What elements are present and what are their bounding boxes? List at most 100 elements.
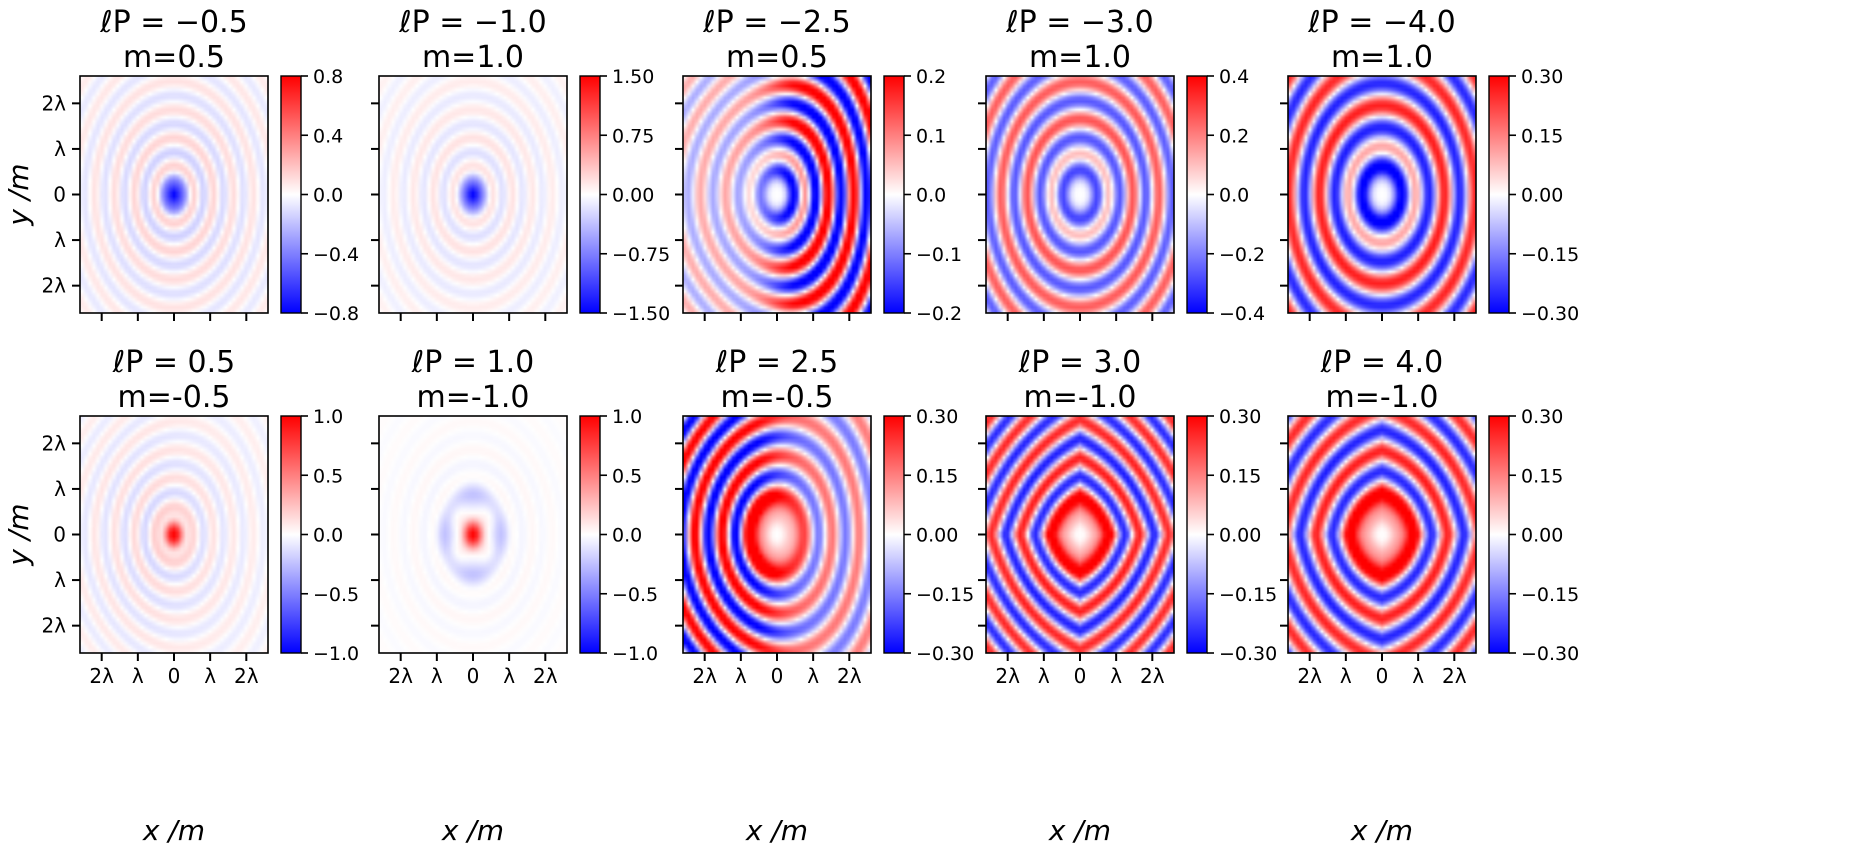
x-tick-label: 2λ bbox=[1297, 664, 1322, 688]
subplot-2: ℓP = −1.0m=1.0 1.50 0.75 0.00 −0.75 −1.50 bbox=[378, 5, 670, 325]
colorbar bbox=[280, 415, 302, 654]
colorbar-tick-label: −1.0 bbox=[612, 643, 658, 665]
colorbar bbox=[883, 75, 905, 314]
y-tick-label: λ bbox=[54, 568, 66, 592]
colorbar-tick-label: −0.15 bbox=[1521, 244, 1579, 266]
y-axis-label: y /m bbox=[2, 163, 35, 226]
colorbar-tick-label: 0.30 bbox=[916, 406, 958, 428]
x-axis-label: x /m bbox=[1048, 814, 1111, 847]
colorbar-tick-label: 0.4 bbox=[313, 125, 343, 147]
subplot-5: ℓP = −4.0m=1.0 0.30 0.15 0.00 −0.15 −0.30 bbox=[1287, 5, 1579, 325]
colorbar-tick-label: 1.0 bbox=[612, 406, 642, 428]
x-tick-label: λ bbox=[204, 664, 216, 688]
heatmap-image bbox=[379, 416, 567, 653]
heatmap-image bbox=[379, 76, 567, 313]
subplot-title-m: m=1.0 bbox=[422, 40, 524, 75]
x-tick-label: 2λ bbox=[995, 664, 1020, 688]
colorbar-tick-label: 0.5 bbox=[313, 465, 343, 487]
colorbar-tick-label: −0.75 bbox=[612, 244, 670, 266]
colorbar-tick-label: −0.4 bbox=[313, 244, 359, 266]
x-axis-label: x /m bbox=[441, 814, 504, 847]
x-tick-label: 2λ bbox=[234, 664, 259, 688]
colorbar bbox=[883, 415, 905, 654]
x-tick-label: 0 bbox=[467, 664, 480, 688]
subplot-title-lp: ℓP = −3.0 bbox=[1005, 5, 1154, 40]
colorbar-tick-label: 0.00 bbox=[916, 525, 958, 547]
x-tick-label: 2λ bbox=[1442, 664, 1467, 688]
x-tick-label: 2λ bbox=[533, 664, 558, 688]
subplot-title-m: m=0.5 bbox=[123, 40, 225, 75]
x-tick-label: λ bbox=[503, 664, 515, 688]
heatmap-image bbox=[683, 416, 871, 653]
y-tick-label: λ bbox=[54, 228, 66, 252]
colorbar-tick-label: −0.30 bbox=[1219, 643, 1277, 665]
subplot-title-m: m=1.0 bbox=[1331, 40, 1433, 75]
subplot-title-lp: ℓP = 0.5 bbox=[112, 345, 235, 380]
colorbar-tick-label: −0.15 bbox=[916, 584, 974, 606]
colorbar-tick-label: 0.2 bbox=[1219, 125, 1249, 147]
heatmap-image bbox=[986, 76, 1174, 313]
y-tick-label: 2λ bbox=[41, 614, 66, 638]
colorbar-tick-label: −0.1 bbox=[916, 244, 962, 266]
x-axis-label: x /m bbox=[142, 814, 205, 847]
colorbar-tick-label: 0.0 bbox=[313, 525, 343, 547]
subplot-title-lp: ℓP = −0.5 bbox=[99, 5, 248, 40]
subplot-title-lp: ℓP = −1.0 bbox=[398, 5, 547, 40]
colorbar-tick-label: 0.0 bbox=[1219, 185, 1249, 207]
subplot-6: ℓP = 0.5m=-0.5 1.0 0.5 0.0 −0.5 −1.0 bbox=[79, 345, 359, 665]
subplot-3: ℓP = −2.5m=0.5 0.2 0.1 0.0 −0.1 −0.2 bbox=[682, 5, 962, 325]
colorbar bbox=[1186, 75, 1208, 314]
colorbar bbox=[579, 75, 601, 314]
x-tick-label: 2λ bbox=[89, 664, 114, 688]
colorbar-tick-label: 1.0 bbox=[313, 406, 343, 428]
colorbar-tick-label: 0.15 bbox=[1521, 465, 1563, 487]
y-tick-label: 2λ bbox=[41, 431, 66, 455]
subplot-title-m: m=-1.0 bbox=[1326, 380, 1439, 415]
subplot-title-lp: ℓP = −4.0 bbox=[1307, 5, 1456, 40]
x-tick-label: 0 bbox=[1376, 664, 1389, 688]
subplot-title-lp: ℓP = −2.5 bbox=[702, 5, 851, 40]
x-axis-label: x /m bbox=[1350, 814, 1413, 847]
x-tick-label: λ bbox=[1038, 664, 1050, 688]
colorbar-tick-label: −0.15 bbox=[1521, 584, 1579, 606]
colorbar-tick-label: 0.00 bbox=[1219, 525, 1261, 547]
colorbar-tick-label: −0.5 bbox=[313, 584, 359, 606]
heatmap-image bbox=[1288, 416, 1476, 653]
colorbar bbox=[1186, 415, 1208, 654]
subplot-title-m: m=-1.0 bbox=[1024, 380, 1137, 415]
colorbar-tick-label: 0.15 bbox=[916, 465, 958, 487]
colorbar-tick-label: 0.0 bbox=[612, 525, 642, 547]
x-tick-label: 2λ bbox=[388, 664, 413, 688]
colorbar-tick-label: 0.4 bbox=[1219, 66, 1249, 88]
subplot-title-lp: ℓP = 4.0 bbox=[1320, 345, 1443, 380]
subplot-title-m: m=-0.5 bbox=[721, 380, 834, 415]
subplot-title-lp: ℓP = 2.5 bbox=[715, 345, 838, 380]
x-tick-label: λ bbox=[431, 664, 443, 688]
y-tick-label: 2λ bbox=[41, 91, 66, 115]
x-tick-label: 0 bbox=[771, 664, 784, 688]
subplot-title-m: m=-1.0 bbox=[417, 380, 530, 415]
y-tick-label: 0 bbox=[53, 183, 66, 207]
x-tick-label: λ bbox=[1340, 664, 1352, 688]
colorbar-tick-label: 0.00 bbox=[1521, 525, 1563, 547]
colorbar-tick-label: 0.75 bbox=[612, 125, 654, 147]
y-tick-label: λ bbox=[54, 477, 66, 501]
colorbar bbox=[579, 415, 601, 654]
x-tick-label: λ bbox=[1110, 664, 1122, 688]
colorbar-tick-label: 0.0 bbox=[916, 185, 946, 207]
colorbar-tick-label: 0.0 bbox=[313, 185, 343, 207]
colorbar-tick-label: −1.50 bbox=[612, 303, 670, 325]
colorbar-tick-label: −0.30 bbox=[916, 643, 974, 665]
colorbar-tick-label: −0.5 bbox=[612, 584, 658, 606]
colorbar-tick-label: −0.2 bbox=[916, 303, 962, 325]
x-tick-label: 2λ bbox=[692, 664, 717, 688]
colorbar-tick-label: 0.15 bbox=[1219, 465, 1261, 487]
heatmap-image bbox=[986, 416, 1174, 653]
x-tick-label: 0 bbox=[168, 664, 181, 688]
x-tick-label: 2λ bbox=[837, 664, 862, 688]
subplot-1: ℓP = −0.5m=0.5 0.8 0.4 0.0 −0.4 −0.8 bbox=[79, 5, 359, 325]
y-tick-label: 2λ bbox=[41, 274, 66, 298]
heatmap-image bbox=[1288, 76, 1476, 313]
colorbar-tick-label: −0.30 bbox=[1521, 643, 1579, 665]
